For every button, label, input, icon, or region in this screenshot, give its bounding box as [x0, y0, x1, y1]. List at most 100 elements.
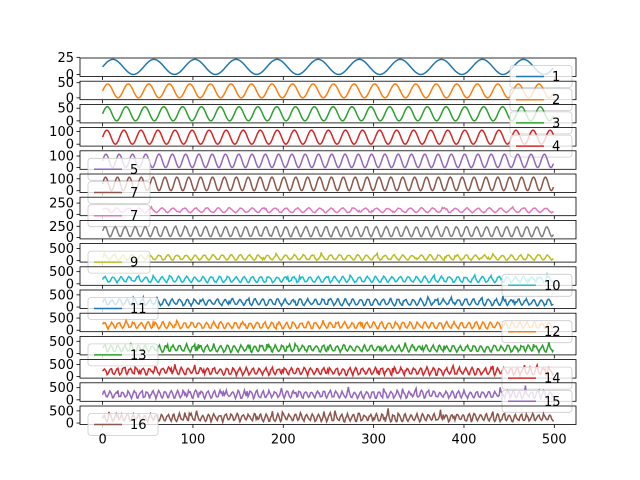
panel-frame	[79, 359, 577, 379]
legend-7: 7	[87, 204, 151, 228]
y-tick-label: 0	[66, 138, 74, 153]
y-tick-label: 0	[66, 184, 74, 199]
panel-3: 050 3	[57, 102, 577, 135]
y-tick-label: 0	[66, 68, 74, 83]
legend-10: 10	[501, 273, 573, 297]
series-line-5	[101, 153, 555, 169]
panel-frame	[79, 150, 577, 170]
series-line-2	[101, 83, 555, 99]
panels: 0251050205030100401005010070250702500500…	[49, 51, 577, 436]
y-tick-label: 0	[66, 301, 74, 316]
panel-frame	[79, 80, 577, 101]
panel-frame	[79, 335, 577, 356]
legend-14: 14	[501, 366, 573, 390]
x-tick-label: 0	[98, 433, 106, 448]
series-line-3	[101, 105, 555, 122]
legend-label: 16	[130, 418, 147, 433]
y-tick-label: 50	[57, 102, 74, 117]
legend-4: 4	[509, 134, 573, 158]
legend-box	[87, 413, 159, 436]
legend-label: 2	[552, 93, 560, 108]
y-tick-label: 500	[49, 242, 74, 257]
x-tick-label: 100	[181, 433, 206, 448]
legend-label: 10	[544, 279, 561, 294]
series-line-7	[102, 205, 554, 214]
series-line-15	[101, 385, 554, 402]
y-tick-label: 0	[66, 208, 74, 223]
legend-box	[87, 343, 159, 367]
y-tick-label: 500	[49, 404, 74, 419]
y-tick-label: 0	[66, 161, 74, 176]
panel-frame	[79, 289, 577, 309]
y-tick-label: 250	[49, 220, 74, 235]
shared-x-axis: 0 100 200 300 400 500	[98, 433, 566, 448]
series-line-10	[101, 271, 555, 285]
legend-label: 7	[130, 186, 138, 201]
legend-1: 1	[509, 65, 573, 88]
legend-16: 16	[87, 413, 159, 436]
legend-label: 14	[544, 372, 561, 387]
y-tick-label: 0	[66, 370, 74, 385]
y-tick-label: 500	[49, 312, 74, 327]
y-tick-label: 100	[49, 125, 74, 140]
panel-frame	[79, 127, 577, 147]
y-tick-label: 100	[49, 150, 74, 165]
legend-label: 11	[130, 302, 147, 317]
series-line-14	[102, 362, 555, 379]
series-line-4	[101, 129, 555, 146]
legend-label: 4	[552, 140, 560, 155]
y-tick-label: 0	[66, 277, 74, 292]
panel-frame	[79, 405, 577, 425]
series-line-16	[101, 408, 555, 425]
legend-9: 9	[87, 250, 151, 274]
y-tick-label: 0	[66, 347, 74, 362]
legend-12: 12	[501, 320, 573, 344]
series-line-8	[101, 224, 555, 238]
y-tick-label: 500	[49, 381, 74, 396]
legend-6: 7	[87, 181, 151, 204]
legend-box	[501, 366, 573, 390]
y-tick-label: 25	[57, 51, 74, 66]
y-tick-label: 0	[66, 417, 74, 432]
series-line-9	[102, 251, 554, 262]
y-tick-label: 500	[49, 288, 74, 303]
series-line-13	[101, 341, 555, 355]
legend-label: 15	[544, 395, 561, 410]
panel-frame	[79, 173, 577, 193]
y-tick-label: 500	[49, 335, 74, 350]
series-line-1	[102, 58, 554, 76]
panel-frame	[79, 266, 577, 286]
y-tick-label: 50	[57, 76, 74, 91]
x-tick-label: 400	[452, 433, 477, 448]
legend-box	[501, 389, 573, 413]
legend-15: 15	[501, 389, 573, 413]
x-tick-label: 300	[361, 433, 386, 448]
legend-3: 3	[509, 111, 573, 135]
panel-2: 050 2	[57, 76, 577, 112]
series-line-6	[101, 176, 555, 192]
panel-frame	[79, 219, 577, 240]
panel-1: 0 25 1	[57, 51, 577, 88]
y-tick-label: 0	[66, 91, 74, 106]
y-tick-label: 0	[66, 114, 74, 129]
legend-label: 13	[130, 348, 147, 363]
y-tick-label: 500	[49, 265, 74, 280]
legend-label: 5	[130, 163, 138, 178]
panel-frame	[79, 104, 577, 124]
legend-label: 9	[130, 256, 138, 271]
y-tick-label: 0	[66, 231, 74, 246]
legend-label: 7	[130, 209, 138, 224]
y-tick-label: 0	[66, 324, 74, 339]
legend-box	[501, 273, 573, 297]
series-line-11	[101, 294, 554, 308]
legend-box	[501, 320, 573, 344]
legend-label: 3	[552, 116, 560, 131]
